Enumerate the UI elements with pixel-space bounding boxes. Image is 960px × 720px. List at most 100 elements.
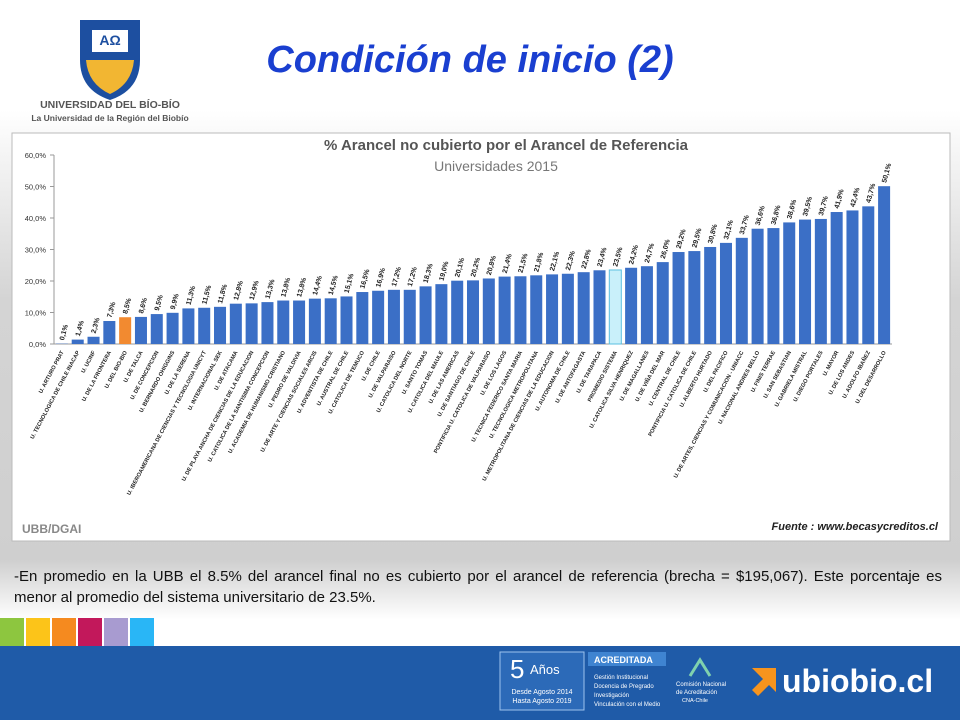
y-tick-label: 10,0% — [25, 309, 47, 318]
y-tick-label: 60,0% — [25, 151, 47, 160]
bar — [830, 212, 843, 344]
bar — [878, 186, 891, 344]
y-tick-label: 50,0% — [25, 183, 47, 192]
value-label: 7,3% — [107, 301, 118, 319]
y-tick-label: 20,0% — [25, 277, 47, 286]
bar — [735, 237, 748, 344]
area: Investigación — [594, 693, 629, 699]
y-tick-label: 0,0% — [29, 340, 46, 349]
bar — [482, 278, 495, 344]
area: Gestión Institucional — [594, 675, 648, 681]
bar — [767, 228, 780, 344]
bar — [277, 300, 290, 344]
value-label: 8,6% — [138, 296, 149, 314]
value-label: 2,3% — [91, 316, 102, 334]
bar — [688, 251, 701, 344]
bar — [387, 289, 400, 344]
value-label: 11,3% — [186, 285, 198, 306]
logo: AΩ — [80, 20, 140, 100]
bar — [87, 336, 100, 344]
bar — [656, 262, 669, 344]
bar — [119, 317, 132, 344]
cna: Comisión Nacional — [676, 682, 726, 688]
years-number: 5 — [510, 654, 524, 684]
bar — [198, 307, 211, 344]
svg-text:AΩ: AΩ — [99, 32, 120, 48]
bar — [799, 219, 812, 344]
bar — [561, 273, 574, 344]
value-label: 9,9% — [170, 292, 181, 310]
bar — [498, 276, 511, 344]
footer-band — [0, 646, 960, 720]
deco-square — [104, 618, 128, 646]
bar — [751, 228, 764, 344]
source: Fuente : www.becasycreditos.cl — [772, 521, 939, 533]
accredited-box — [588, 652, 666, 666]
bar — [229, 303, 242, 344]
deco-square — [0, 618, 24, 646]
chart-subtitle: Universidades 2015 — [434, 158, 558, 174]
bar — [514, 276, 527, 344]
bar — [324, 298, 337, 344]
bar — [182, 308, 195, 344]
bar — [546, 274, 559, 344]
area: Docencia de Pregrado — [594, 684, 654, 690]
paragraph: -En promedio en la UBB el 8.5% del aranc… — [14, 568, 942, 606]
chart-title: % Arancel no cubierto por el Arancel de … — [324, 137, 689, 154]
bar — [435, 284, 448, 344]
deco-square — [78, 618, 102, 646]
bar — [261, 302, 274, 344]
bar — [672, 252, 685, 344]
value-label: 11,8% — [217, 283, 229, 304]
slide-title: Condición de inicio (2) — [266, 39, 673, 81]
deco-square — [130, 618, 154, 646]
bar — [466, 280, 480, 344]
bar — [814, 218, 827, 344]
bar — [150, 314, 163, 344]
years-box — [499, 651, 585, 711]
bar — [530, 275, 543, 344]
chart-note: UBB/DGAI — [22, 522, 81, 536]
bar — [577, 272, 590, 344]
bar — [704, 246, 717, 344]
bar — [593, 270, 606, 344]
deco-square — [26, 618, 50, 646]
bar — [134, 316, 147, 344]
bar — [372, 290, 385, 344]
value-label: 11,5% — [201, 284, 213, 305]
bar — [625, 267, 638, 344]
area: Vinculación con el Medio — [594, 702, 661, 708]
bar — [308, 298, 321, 344]
value-label: 1,4% — [75, 319, 86, 337]
bar — [783, 222, 796, 344]
y-tick-label: 30,0% — [25, 246, 47, 255]
bar — [862, 206, 875, 344]
university-name: UNIVERSIDAD DEL BÍO-BÍO — [40, 98, 180, 111]
cna: CNA-Chile — [682, 698, 708, 704]
bar — [846, 210, 859, 344]
bar — [340, 296, 353, 344]
accredited: ACREDITADA — [594, 655, 653, 665]
bar — [451, 280, 464, 344]
bar — [166, 312, 179, 344]
site: ubiobio.cl — [782, 663, 933, 699]
cna: de Acreditación — [676, 690, 717, 696]
value-label: 9,5% — [154, 294, 165, 312]
until: Hasta Agosto 2019 — [512, 698, 571, 705]
bar — [71, 339, 84, 344]
since: Desde Agosto 2014 — [511, 689, 572, 696]
years-word: Años — [530, 662, 560, 677]
bar — [356, 292, 369, 344]
bar — [640, 266, 653, 344]
site-arrow — [752, 668, 776, 696]
bar — [719, 242, 732, 344]
y-tick-label: 40,0% — [25, 214, 47, 223]
bar — [293, 300, 306, 344]
bar — [608, 269, 622, 345]
bar — [245, 303, 258, 344]
deco-square — [52, 618, 76, 646]
bar — [403, 289, 416, 344]
university-tagline: La Universidad de la Región del Biobío — [31, 113, 188, 123]
